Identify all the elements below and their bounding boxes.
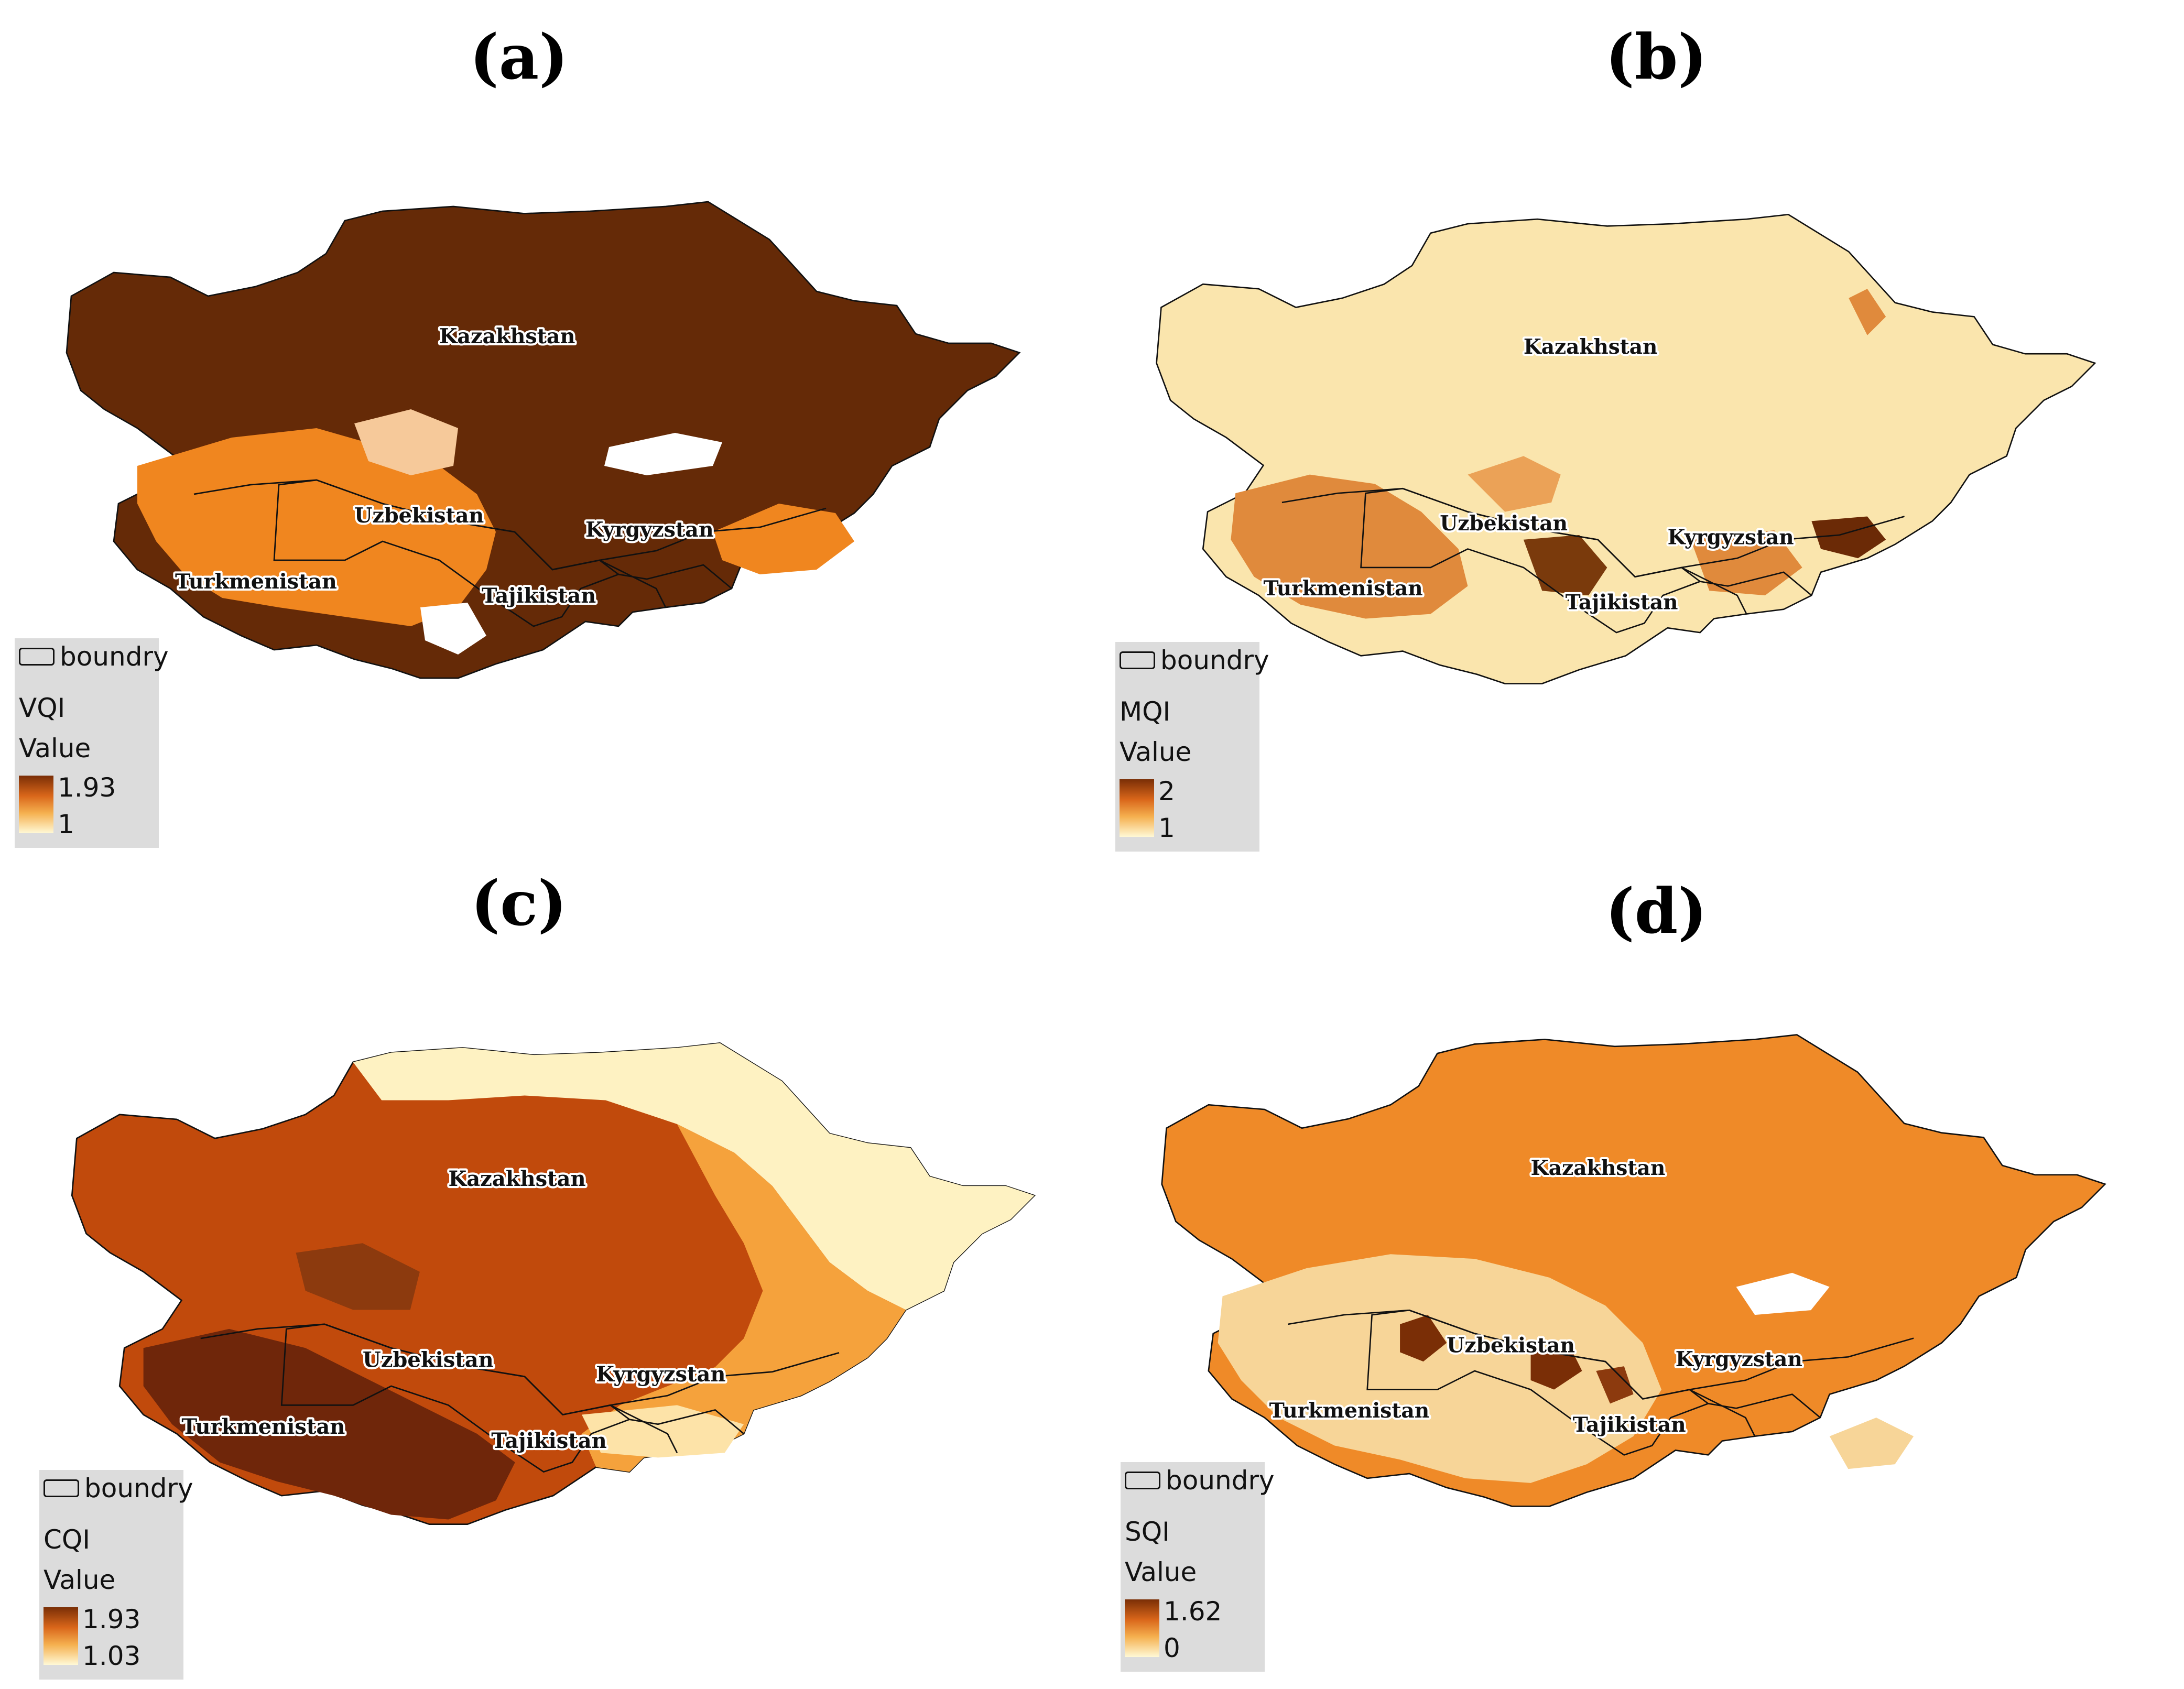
boundary-uzbekistan	[1366, 1309, 1710, 1456]
desert-patch	[604, 433, 722, 475]
legend-max-value: 1.93	[82, 1604, 141, 1634]
boundary-swatch	[1125, 1472, 1160, 1489]
legend-min-value: 1	[1158, 813, 1175, 843]
panel-title-d: (d)	[1605, 875, 1708, 947]
country-label-uzbekistan: Uzbekistan	[363, 1348, 494, 1372]
country-label-tajikistan: Tajikistan	[1566, 591, 1678, 615]
boundary-kyrgyz-tajik	[599, 559, 732, 608]
legend-max-value: 2	[1158, 776, 1175, 807]
legend-color-ramp	[1125, 1599, 1159, 1657]
country-label-kazakhstan: Kazakhstan	[1524, 335, 1658, 359]
legend-max-value: 1.62	[1164, 1596, 1222, 1627]
country-label-kazakhstan: Kazakhstan	[1531, 1156, 1666, 1180]
legend-index-name: SQI	[1125, 1517, 1170, 1547]
map-d: Kazakhstan Uzbekistan Kyrgyzstan Turkmen…	[1161, 1034, 2106, 1507]
country-label-kyrgyzstan: Kyrgyzstan	[585, 518, 714, 542]
legend-index-name: VQI	[19, 693, 66, 723]
bright-patch	[1736, 1272, 1830, 1315]
boundary-kyrgyz-tajik	[610, 1404, 744, 1453]
country-label-turkmenistan: Turkmenistan	[1263, 576, 1422, 601]
legend-boundary-row: boundry	[19, 638, 169, 675]
medium-zone	[1690, 530, 1802, 596]
country-label-kyrgyzstan: Kyrgyzstan	[596, 1362, 725, 1387]
legend-index-name: MQI	[1120, 696, 1171, 727]
country-label-kyrgyzstan: Kyrgyzstan	[1676, 1347, 1802, 1371]
map-c: Kazakhstan Uzbekistan Kyrgyzstan Turkmen…	[71, 1042, 1036, 1525]
legend-d: boundry SQI Value 1.62 0	[1121, 1462, 1275, 1672]
low-value-zone	[1829, 1418, 1914, 1469]
country-label-uzbekistan: Uzbekistan	[354, 504, 484, 528]
legend-boundary-label: boundry	[60, 641, 169, 672]
legend-min-value: 1	[58, 809, 74, 840]
boundary-kyrgyz-tajik	[1681, 566, 1812, 615]
panel-title-a: (a)	[469, 20, 569, 93]
boundary-kyrgyz-tajik	[1689, 1389, 1821, 1437]
legend-boundary-row: boundry	[1125, 1462, 1275, 1499]
panel-title-c: (c)	[471, 867, 567, 940]
legend-value-label: Value	[1120, 737, 1192, 767]
legend-boundary-row: boundry	[1120, 642, 1269, 679]
country-label-uzbekistan: Uzbekistan	[1447, 1333, 1575, 1357]
desert-patch	[420, 603, 486, 655]
map-b: Kazakhstan Uzbekistan Kyrgyzstan Turkmen…	[1156, 213, 2096, 684]
boundary-uzbekistan	[280, 1323, 631, 1473]
medium-zone	[1849, 289, 1886, 335]
boundary-uzbekistan	[273, 479, 620, 627]
hot-zone	[143, 1328, 515, 1520]
desert-patch	[354, 409, 458, 475]
legend-value-label: Value	[44, 1565, 116, 1595]
country-label-turkmenistan: Turkmenistan	[1269, 1399, 1430, 1423]
legend-color-ramp	[1120, 779, 1154, 837]
legend-a: boundry VQI Value 1.93 1	[15, 638, 169, 848]
boundary-swatch	[1120, 651, 1155, 669]
country-label-uzbekistan: Uzbekistan	[1440, 511, 1568, 536]
low-value-zone	[1218, 1254, 1661, 1483]
boundary-swatch	[44, 1479, 79, 1497]
country-label-kazakhstan: Kazakhstan	[439, 324, 575, 348]
country-label-turkmenistan: Turkmenistan	[181, 1414, 345, 1439]
panel-title-b: (b)	[1605, 20, 1708, 93]
cool-zone	[353, 1043, 1035, 1310]
peak-patch	[1596, 1366, 1634, 1404]
country-label-kyrgyzstan: Kyrgyzstan	[1668, 526, 1794, 550]
legend-boundary-label: boundry	[84, 1473, 193, 1503]
legend-value-label: Value	[1125, 1557, 1197, 1587]
legend-color-ramp	[19, 776, 53, 833]
country-label-tajikistan: Tajikistan	[482, 584, 596, 608]
legend-boundary-label: boundry	[1166, 1465, 1275, 1496]
hot-zone	[296, 1243, 420, 1310]
legend-c: boundry CQI Value 1.93 1.03	[39, 1470, 193, 1680]
boundary-swatch	[19, 648, 55, 666]
legend-min-value: 1.03	[82, 1641, 141, 1671]
country-label-kazakhstan: Kazakhstan	[448, 1167, 585, 1191]
country-label-turkmenistan: Turkmenistan	[175, 570, 337, 594]
boundary-uzbekistan	[1360, 487, 1702, 634]
legend-color-ramp	[44, 1607, 78, 1665]
legend-value-label: Value	[19, 733, 91, 764]
legend-max-value: 1.93	[58, 772, 116, 803]
map-a: Kazakhstan Uzbekistan Kyrgyzstan Turkmen…	[66, 201, 1021, 679]
legend-boundary-row: boundry	[44, 1470, 193, 1507]
legend-b: boundry MQI Value 2 1	[1115, 642, 1269, 852]
country-label-tajikistan: Tajikistan	[491, 1429, 606, 1453]
high-value-zone	[1468, 456, 1561, 512]
country-label-tajikistan: Tajikistan	[1573, 1413, 1686, 1437]
mountain-zone	[713, 504, 854, 574]
legend-min-value: 0	[1164, 1633, 1180, 1663]
legend-index-name: CQI	[44, 1524, 91, 1555]
peak-patch	[1530, 1343, 1582, 1390]
peak-zone	[1523, 535, 1607, 596]
lowland-zone	[137, 428, 496, 626]
high-value-zone	[1231, 474, 1468, 619]
peak-patch	[1400, 1315, 1447, 1362]
legend-boundary-label: boundry	[1160, 645, 1269, 675]
